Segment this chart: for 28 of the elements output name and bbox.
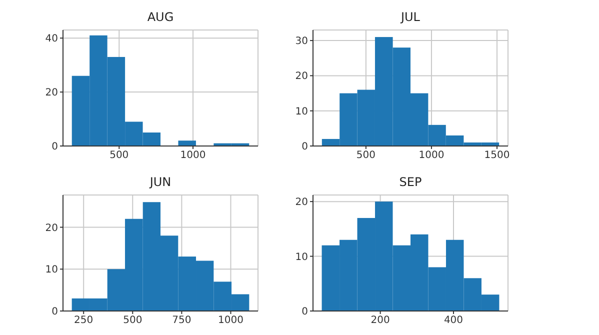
y-tick-label: 40 xyxy=(45,34,58,45)
x-tick-label: 1000 xyxy=(418,150,444,162)
y-tick-label: 20 xyxy=(295,197,308,208)
y-tick-label: 20 xyxy=(45,88,58,99)
y-tick-label: 30 xyxy=(295,36,308,48)
x-tick-label: 1000 xyxy=(180,150,206,162)
chart-title: AUG xyxy=(146,10,175,24)
x-tick-label: 400 xyxy=(444,315,464,326)
y-tick-label: 0 xyxy=(52,142,58,153)
y-tick-label: 10 xyxy=(45,264,58,276)
chart-title: JUL xyxy=(399,10,421,24)
chart-title: SEP xyxy=(398,175,423,189)
chart-title: JUN xyxy=(148,175,172,189)
y-tick-label: 20 xyxy=(295,71,308,82)
x-tick-label: 200 xyxy=(370,315,390,326)
x-tick-label: 1500 xyxy=(484,150,510,162)
x-tick-label: 500 xyxy=(356,150,376,162)
x-tick-label: 500 xyxy=(110,150,129,162)
y-tick-label: 0 xyxy=(302,306,308,318)
y-tick-label: 10 xyxy=(295,252,308,263)
y-tick-label: 20 xyxy=(45,222,58,234)
y-tick-label: 0 xyxy=(52,306,58,318)
x-tick-label: 1000 xyxy=(218,315,244,326)
x-tick-label: 500 xyxy=(123,315,142,326)
y-tick-label: 10 xyxy=(295,106,308,118)
y-tick-label: 0 xyxy=(302,142,308,153)
x-tick-label: 750 xyxy=(172,315,192,326)
x-tick-label: 250 xyxy=(74,315,94,326)
